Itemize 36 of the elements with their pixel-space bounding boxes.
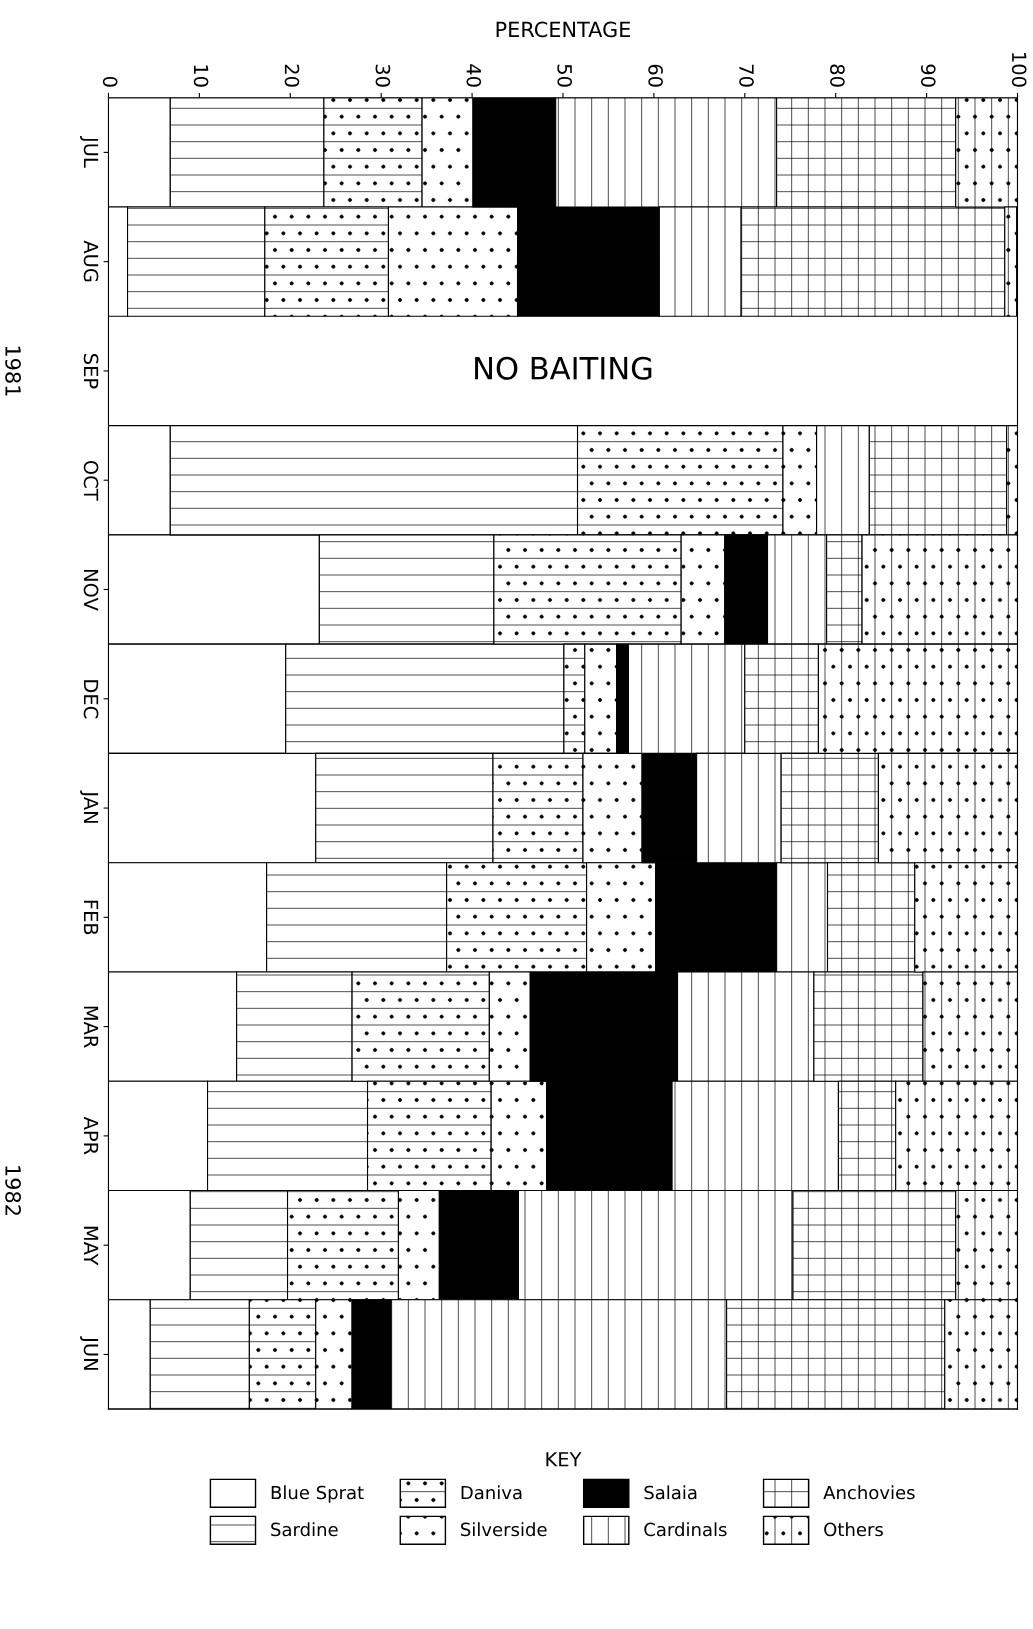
y-tick-label: FEB bbox=[83, 900, 99, 935]
y-tick-label: NOV bbox=[83, 570, 99, 611]
y-tick-label: SEP bbox=[83, 354, 99, 389]
legend-label: Others bbox=[824, 1522, 883, 1537]
x-tick-label: 10 bbox=[193, 65, 209, 87]
legend-label: Blue Sprat bbox=[271, 1485, 364, 1503]
legend-label: Salaia bbox=[644, 1485, 697, 1500]
text: 1981 bbox=[5, 346, 21, 396]
y-tick-label: MAR bbox=[83, 1006, 99, 1048]
text: 1982 bbox=[5, 1166, 21, 1215]
legend-title: KEY bbox=[546, 1452, 582, 1467]
legend-label: Sardine bbox=[271, 1522, 338, 1537]
y-tick-label: DEC bbox=[83, 680, 99, 719]
x-tick-label: 50 bbox=[557, 64, 573, 87]
x-tick-label: 20 bbox=[284, 64, 300, 87]
y-tick-label: APR bbox=[83, 1116, 99, 1155]
y-tick-label: JUN bbox=[80, 1336, 99, 1370]
x-tick-label: 30 bbox=[375, 64, 391, 87]
y-tick-label: MAY bbox=[83, 1226, 99, 1266]
annotation: NO BAITING bbox=[475, 356, 652, 380]
y-tick-label: JUL bbox=[80, 135, 99, 168]
x-tick-label: 0 bbox=[102, 76, 118, 87]
legend-label: Daniva bbox=[461, 1485, 522, 1500]
y-tick-label: OCT bbox=[83, 460, 99, 501]
legend-label: Silverside bbox=[461, 1522, 547, 1537]
x-tick-label: 70 bbox=[739, 64, 754, 87]
y-tick-label: AUG bbox=[83, 240, 99, 282]
x-axis-title: PERCENTAGE bbox=[496, 21, 631, 38]
x-tick-label: 90 bbox=[920, 64, 936, 87]
x-tick-label: 40 bbox=[466, 64, 482, 87]
x-tick-label: 100 bbox=[1011, 53, 1027, 87]
x-tick-label: 60 bbox=[648, 64, 663, 87]
y-tick-label: JAN bbox=[80, 790, 99, 823]
legend-label: Anchovies bbox=[823, 1485, 915, 1500]
x-tick-label: 80 bbox=[830, 64, 845, 87]
legend-label: Cardinals bbox=[644, 1522, 727, 1537]
